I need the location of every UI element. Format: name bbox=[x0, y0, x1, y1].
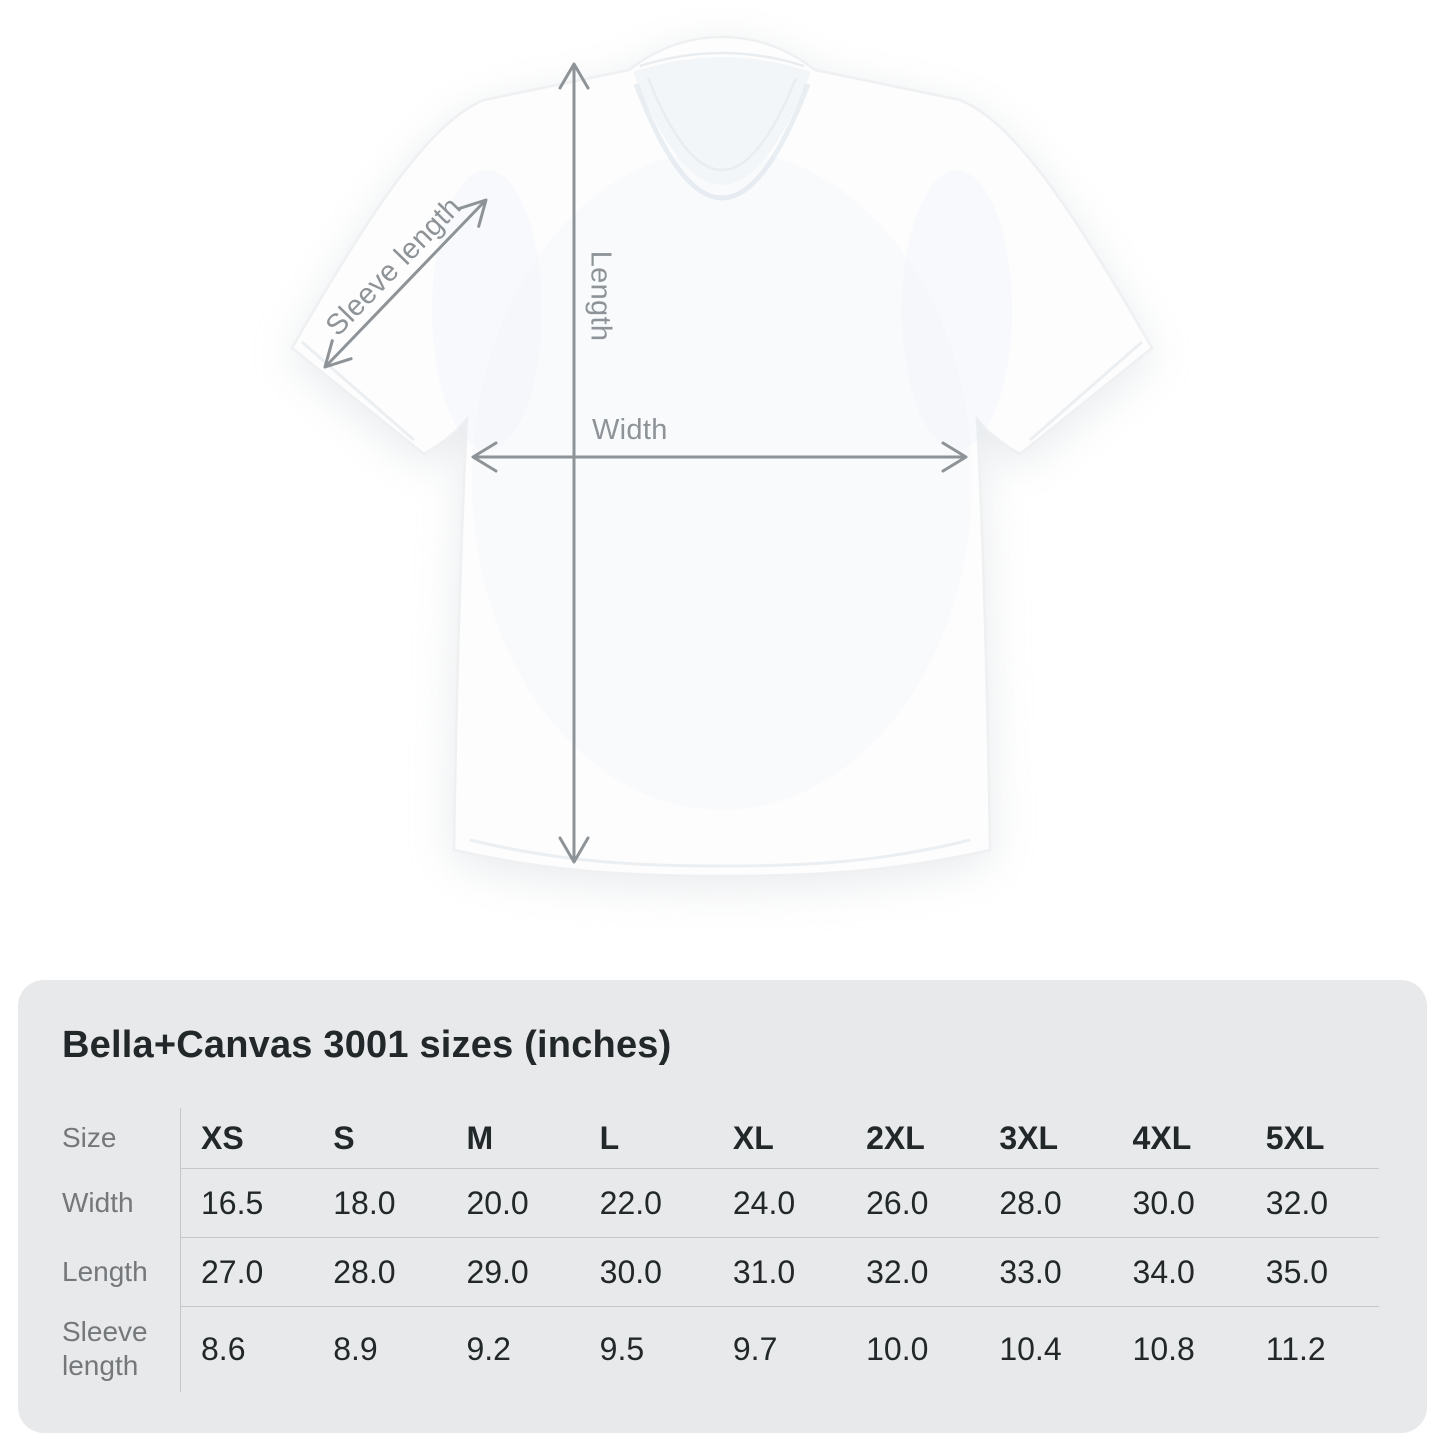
size-corner-label: Size bbox=[62, 1122, 117, 1154]
size-value: 30.0 bbox=[1112, 1168, 1246, 1237]
size-col-header: 5XL bbox=[1265, 1119, 1325, 1156]
size-value: 11.2 bbox=[1245, 1306, 1379, 1392]
row-label: Length bbox=[62, 1255, 148, 1287]
length-arrow bbox=[558, 62, 590, 864]
size-value: 16.5 bbox=[180, 1168, 314, 1237]
size-col-header: M bbox=[466, 1119, 494, 1156]
tshirt-measurement-diagram: Sleeve length Length Width bbox=[290, 35, 1154, 878]
size-value: 10.8 bbox=[1112, 1306, 1246, 1392]
size-value: 26.0 bbox=[846, 1168, 980, 1237]
width-label: Width bbox=[592, 414, 668, 446]
size-table: Size XS S M L XL 2XL 3XL 4XL 5XL Width 16.5 18.0 20… bbox=[62, 1108, 1379, 1392]
row-label: Sleeve length bbox=[62, 1316, 148, 1381]
collar bbox=[633, 57, 811, 185]
sleeve-length-arrow bbox=[323, 198, 488, 369]
size-value: 20.0 bbox=[446, 1168, 580, 1237]
size-col-header: 2XL bbox=[866, 1119, 925, 1156]
size-value: 9.7 bbox=[712, 1306, 847, 1392]
size-value: 27.0 bbox=[180, 1237, 314, 1306]
size-value: 28.0 bbox=[979, 1168, 1113, 1237]
table-row: Length 27.0 28.0 29.0 30.0 31.0 32.0 33.0 34.0 35… bbox=[62, 1237, 1379, 1306]
size-value: 32.0 bbox=[1245, 1168, 1379, 1237]
table-row: Sleeve length 8.6 8.9 9.2 9.5 9.7 10.0 10.4 10.8… bbox=[62, 1306, 1379, 1392]
length-label: Length bbox=[584, 250, 617, 342]
size-col-header: 4XL bbox=[1132, 1119, 1192, 1156]
tshirt-image bbox=[290, 35, 1154, 878]
size-col-header: XL bbox=[732, 1119, 774, 1156]
size-value: 9.2 bbox=[446, 1306, 580, 1392]
size-col-header: S bbox=[333, 1119, 355, 1156]
size-value: 29.0 bbox=[446, 1237, 580, 1306]
size-value: 8.6 bbox=[180, 1306, 314, 1392]
size-value: 9.5 bbox=[579, 1306, 713, 1392]
size-table-card: Bella+Canvas 3001 sizes (inches) Size XS… bbox=[18, 980, 1427, 1433]
size-col-header: XS bbox=[180, 1108, 313, 1168]
table-title: Bella+Canvas 3001 sizes (inches) bbox=[62, 1024, 672, 1066]
size-value: 24.0 bbox=[712, 1168, 847, 1237]
size-value: 18.0 bbox=[313, 1168, 447, 1237]
table-row: Width 16.5 18.0 20.0 22.0 24.0 26.0 28.0 30.0 32.… bbox=[62, 1168, 1379, 1237]
size-value: 32.0 bbox=[846, 1237, 980, 1306]
width-arrow bbox=[471, 441, 968, 473]
size-col-header: 3XL bbox=[999, 1119, 1059, 1156]
size-value: 28.0 bbox=[313, 1237, 447, 1306]
size-value: 30.0 bbox=[579, 1237, 713, 1306]
size-value: 33.0 bbox=[979, 1237, 1113, 1306]
size-value: 22.0 bbox=[579, 1168, 713, 1237]
size-header-row: Size XS S M L XL 2XL 3XL 4XL 5XL bbox=[62, 1108, 1379, 1168]
size-value: 10.4 bbox=[979, 1306, 1113, 1392]
size-value: 31.0 bbox=[712, 1237, 847, 1306]
size-value: 8.9 bbox=[313, 1306, 447, 1392]
size-value: 34.0 bbox=[1112, 1237, 1246, 1306]
row-label: Width bbox=[62, 1186, 134, 1218]
size-value: 10.0 bbox=[846, 1306, 980, 1392]
size-col-header: L bbox=[599, 1119, 620, 1156]
size-value: 35.0 bbox=[1245, 1237, 1379, 1306]
